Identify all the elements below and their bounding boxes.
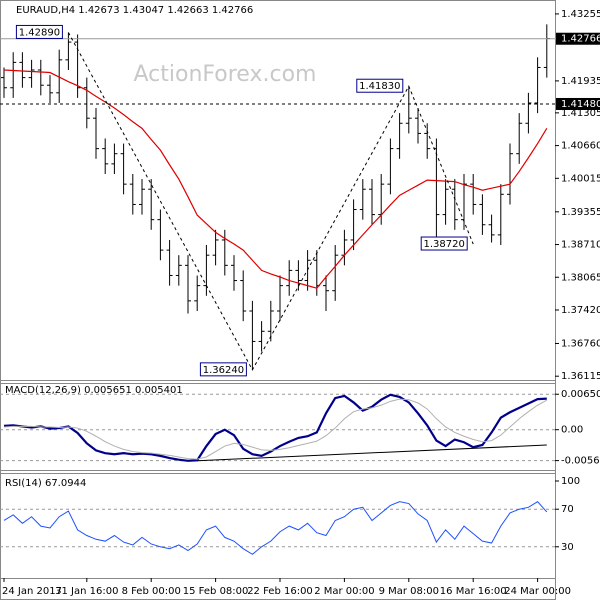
- moving-average: [3, 69, 548, 289]
- price-level-box: [556, 32, 600, 45]
- annotation-box: [15, 24, 63, 39]
- rsi-line: [3, 501, 548, 555]
- macd-line: [3, 393, 547, 462]
- annotation-label: 1.36240: [203, 365, 244, 376]
- x-tick-label: 2 Mar 00:00: [314, 586, 374, 597]
- y-tick-label: 1.38710: [561, 240, 600, 251]
- y-tick-label: 1.36115: [561, 371, 600, 382]
- y-tick-label: 70: [561, 504, 574, 515]
- y-tick-label: 30: [561, 542, 574, 553]
- annotation-trend: [67, 32, 474, 371]
- x-tick-label: 15 Feb 08:00: [183, 586, 249, 597]
- price-level-label: 1.42766: [561, 34, 600, 45]
- y-tick-label: 1.38065: [561, 272, 600, 283]
- x-tick-label: 22 Feb 16:00: [247, 586, 313, 597]
- x-tick-label: 16 Mar 16:00: [440, 586, 507, 597]
- macd-title: MACD(12,26,9) 0.005651 0.005401: [5, 385, 183, 396]
- x-tick-label: 24 Jan 2017: [2, 586, 62, 597]
- annotation-box: [199, 362, 247, 377]
- y-tick-label: 1.41305: [561, 108, 600, 119]
- y-tick-label: 1.43255: [561, 9, 600, 20]
- x-tick-label: 9 Mar 08:00: [379, 586, 439, 597]
- y-tick-label: 1.39355: [561, 207, 600, 218]
- y-tick-label: 1.37420: [561, 305, 600, 316]
- annotation-box: [356, 78, 404, 93]
- annotation-label: 1.41830: [359, 81, 400, 92]
- watermark: ActionForex.com: [134, 62, 317, 87]
- macd-line: [3, 398, 548, 460]
- annotation-label: 1.42890: [19, 27, 60, 38]
- rsi-title: RSI(14) 67.0944: [5, 478, 86, 489]
- trend-line: [197, 444, 547, 462]
- y-tick-label: 100: [561, 476, 580, 487]
- y-tick-label: -0.005666: [561, 456, 600, 467]
- x-tick-label: 24 Mar 00:00: [504, 586, 571, 597]
- price-level-box: [556, 97, 600, 110]
- y-tick-label: 1.40015: [561, 173, 600, 184]
- y-tick-label: 1.41935: [561, 76, 600, 87]
- y-tick-label: 0.00: [561, 425, 583, 436]
- y-tick-label: 1.36760: [561, 338, 600, 349]
- x-tick-label: 8 Feb 00:00: [122, 586, 181, 597]
- annotation-box: [420, 236, 468, 251]
- price-level-label: 1.41480: [561, 99, 600, 110]
- x-tick-label: 31 Jan 16:00: [55, 586, 118, 597]
- chart-title: EURAUD,H4 1.42673 1.43047 1.42663 1.4276…: [16, 5, 253, 16]
- annotation-label: 1.38720: [424, 239, 465, 250]
- y-tick-label: 1.40660: [561, 141, 600, 152]
- y-tick-label: 0.006501: [561, 389, 600, 400]
